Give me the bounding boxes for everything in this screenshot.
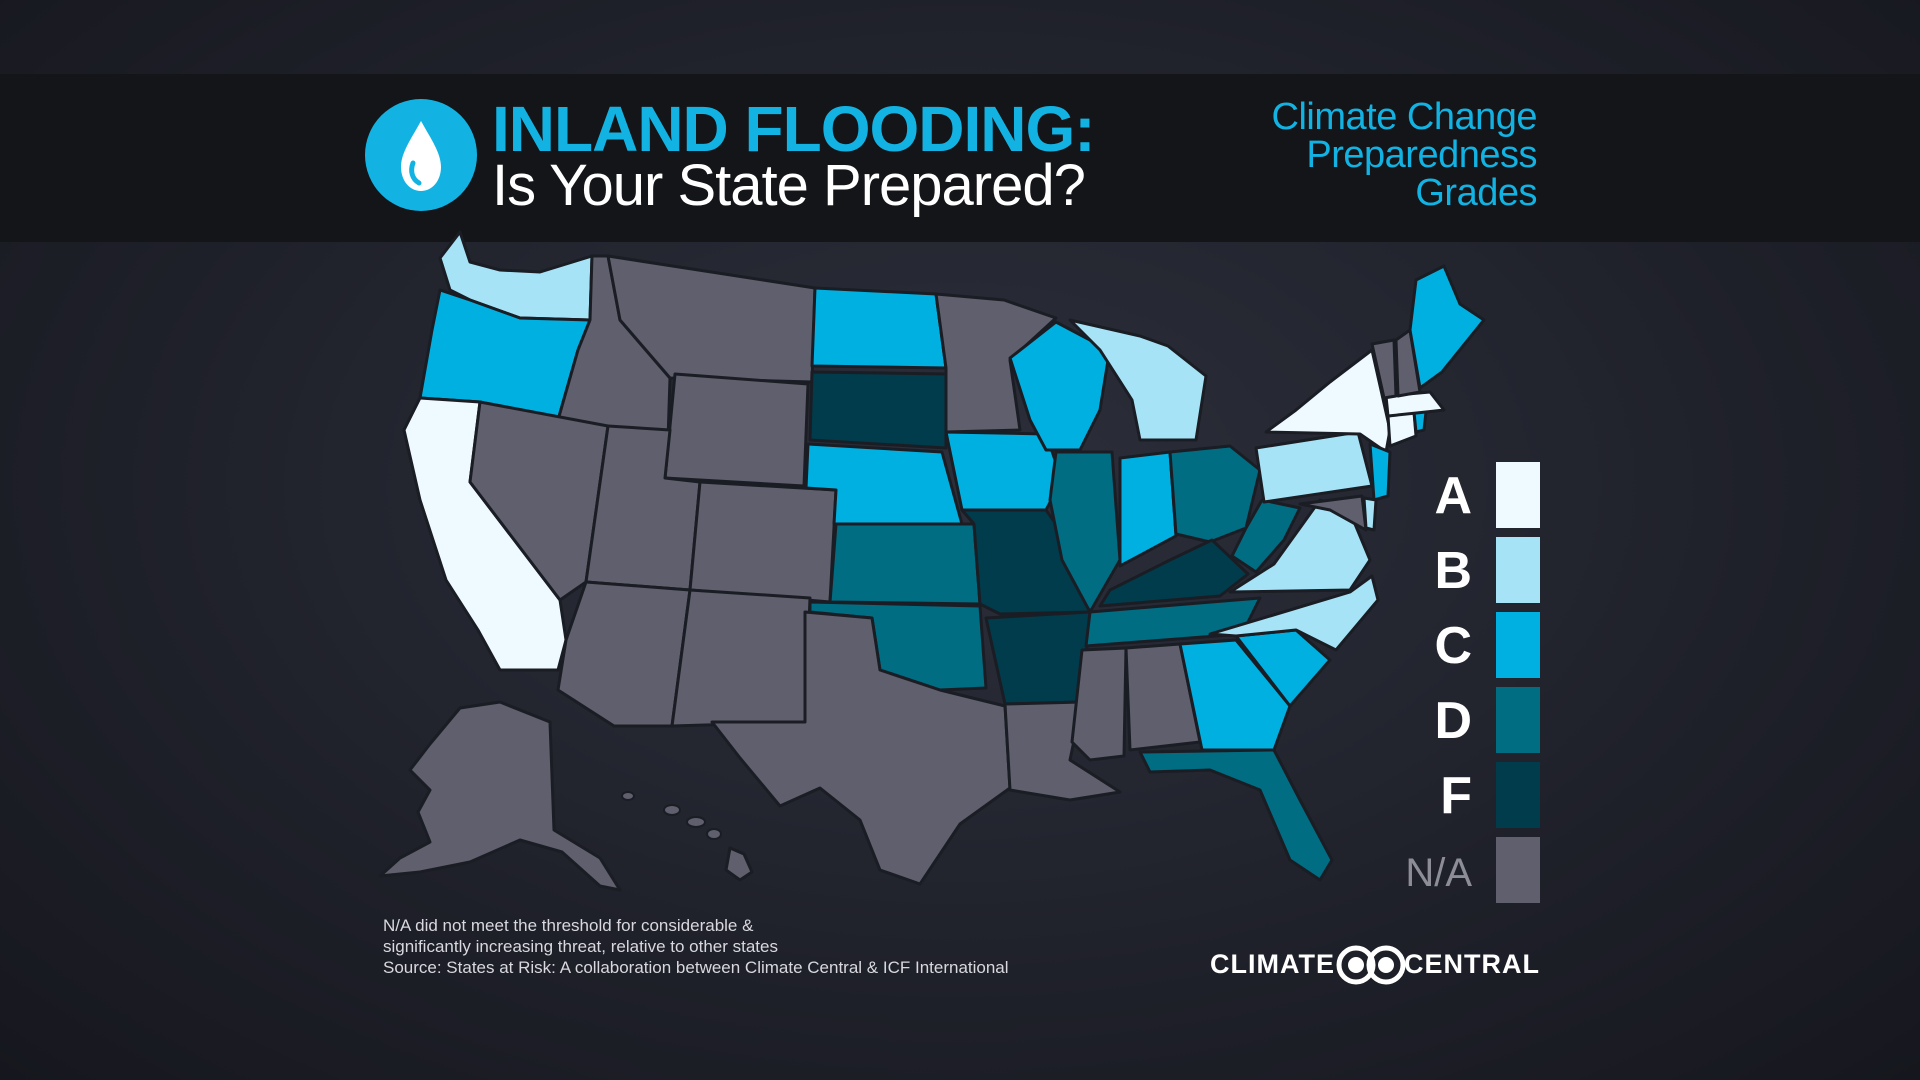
state-tx bbox=[710, 610, 1012, 886]
state-co bbox=[688, 480, 838, 604]
hawaii-island bbox=[706, 828, 722, 840]
hawaii-island bbox=[621, 791, 635, 801]
legend-label: C bbox=[1434, 617, 1472, 675]
legend-item: C bbox=[1380, 612, 1540, 680]
state-ma bbox=[1384, 390, 1446, 418]
state-md bbox=[1298, 494, 1368, 532]
grades-heading: Climate Change Preparedness Grades bbox=[1177, 96, 1538, 214]
state-nh bbox=[1394, 328, 1422, 398]
source-line: Source: States at Risk: A collaboration … bbox=[383, 958, 1009, 977]
climate-central-logo: CLIMATE CENTRAL bbox=[1210, 945, 1540, 985]
state-ak bbox=[378, 700, 622, 892]
state-nd bbox=[810, 286, 948, 370]
legend-item: F bbox=[1380, 762, 1540, 830]
state-wi bbox=[1008, 320, 1112, 452]
legend-swatch bbox=[1496, 462, 1540, 528]
state-mi bbox=[1068, 318, 1208, 442]
state-ri bbox=[1412, 410, 1428, 434]
state-nv bbox=[468, 400, 610, 602]
brand-left: CLIMATE bbox=[1210, 949, 1335, 979]
grades-heading-line: Climate Change bbox=[1271, 96, 1538, 138]
state-nm bbox=[670, 588, 812, 728]
hawaii-island bbox=[686, 816, 706, 828]
state-ar bbox=[984, 610, 1092, 706]
legend-item: D bbox=[1380, 687, 1540, 755]
legend-swatch bbox=[1496, 612, 1540, 678]
grades-heading-line: Preparedness bbox=[1306, 134, 1537, 176]
legend-label: N/A bbox=[1405, 851, 1472, 895]
state-ct bbox=[1386, 410, 1418, 448]
legend-label: B bbox=[1434, 542, 1472, 600]
page-title: INLAND FLOODING: bbox=[492, 93, 1096, 165]
state-pa bbox=[1254, 430, 1374, 504]
state-hi bbox=[724, 846, 754, 882]
legend-item: A bbox=[1380, 462, 1540, 530]
rings-icon bbox=[1336, 945, 1406, 985]
footnote-line: N/A did not meet the threshold for consi… bbox=[383, 916, 754, 935]
state-az bbox=[556, 580, 692, 728]
footnote: N/A did not meet the threshold for consi… bbox=[383, 915, 1009, 978]
grades-heading-line: Grades bbox=[1415, 172, 1537, 214]
state-me bbox=[1408, 264, 1486, 390]
state-wv bbox=[1230, 498, 1302, 574]
legend-swatch bbox=[1496, 687, 1540, 753]
state-mn bbox=[934, 292, 1058, 434]
state-ms bbox=[1070, 646, 1128, 762]
legend-swatch bbox=[1496, 537, 1540, 603]
state-fl bbox=[1138, 748, 1334, 882]
state-nj bbox=[1368, 442, 1392, 502]
state-vt bbox=[1370, 338, 1398, 400]
footnote-line: significantly increasing threat, relativ… bbox=[383, 937, 778, 956]
page-subtitle: Is Your State Prepared? bbox=[492, 153, 1086, 218]
legend-swatch bbox=[1496, 837, 1540, 903]
legend-item: B bbox=[1380, 537, 1540, 605]
state-ga bbox=[1178, 638, 1292, 752]
state-in bbox=[1118, 450, 1178, 568]
legend-label: F bbox=[1440, 767, 1472, 825]
header-band bbox=[0, 74, 1920, 242]
brand-right: CENTRAL bbox=[1404, 949, 1540, 979]
legend-label: A bbox=[1434, 467, 1472, 525]
state-nc bbox=[1208, 574, 1380, 652]
legend-item: N/A bbox=[1380, 837, 1540, 905]
state-wy bbox=[663, 372, 810, 488]
legend-label: D bbox=[1434, 692, 1472, 750]
state-sd bbox=[808, 370, 948, 450]
state-ks bbox=[828, 522, 982, 606]
state-ne bbox=[804, 442, 964, 526]
state-ky bbox=[1098, 538, 1250, 608]
legend-swatch bbox=[1496, 762, 1540, 828]
water-drop-icon bbox=[365, 99, 477, 211]
hawaii-island bbox=[663, 804, 681, 816]
